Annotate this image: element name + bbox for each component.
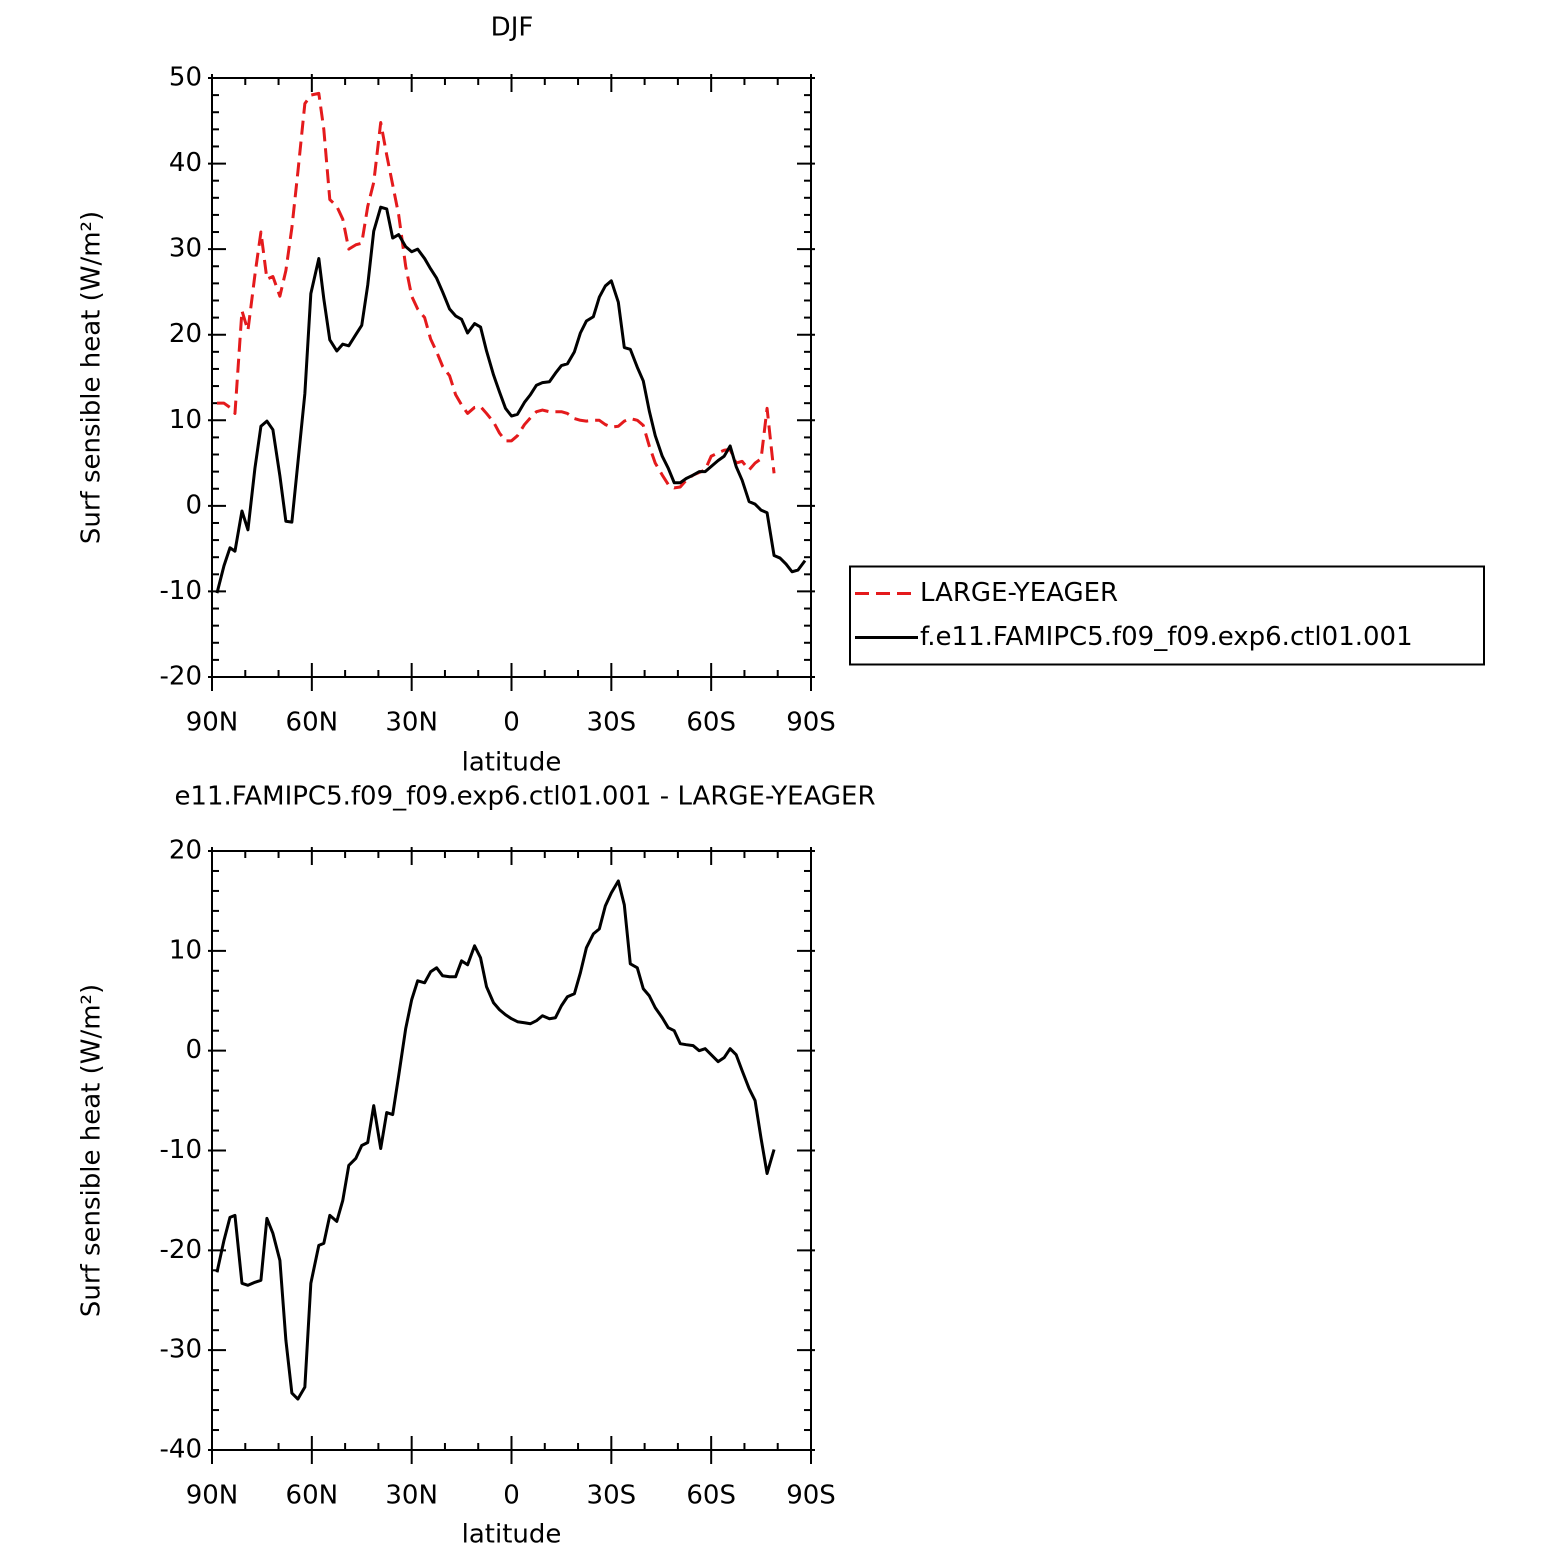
- y-tick-label: -30: [160, 1335, 202, 1365]
- x-tick-label: 90S: [786, 1481, 836, 1511]
- x-tick-label: 90N: [186, 708, 239, 738]
- plot-frame: [211, 77, 812, 678]
- chart-title: e11.FAMIPC5.f09_f09.exp6.ctl01.001 - LAR…: [174, 782, 875, 812]
- legend-box: [849, 565, 1485, 666]
- y-tick-label: -10: [160, 576, 202, 606]
- x-axis-label: latitude: [462, 748, 562, 778]
- y-tick-label: 30: [169, 234, 202, 264]
- y-tick-label: -20: [160, 1235, 202, 1265]
- x-tick-label: 90N: [186, 1481, 239, 1511]
- y-tick-label: 50: [169, 63, 202, 93]
- x-tick-label: 30S: [587, 1481, 637, 1511]
- x-axis-label: latitude: [462, 1520, 562, 1550]
- y-tick-label: 20: [169, 319, 202, 349]
- y-axis-label: Surf sensible heat (W/m²): [77, 984, 107, 1317]
- x-tick-label: 30N: [385, 1481, 438, 1511]
- x-tick-label: 30N: [385, 708, 438, 738]
- y-tick-label: 0: [185, 490, 202, 520]
- y-axis-label: Surf sensible heat (W/m²): [77, 211, 107, 544]
- y-tick-label: 10: [169, 405, 202, 435]
- x-tick-label: 60S: [686, 708, 736, 738]
- x-tick-label: 0: [503, 1481, 520, 1511]
- plot-frame: [211, 850, 812, 1451]
- x-tick-label: 30S: [587, 708, 637, 738]
- x-tick-label: 90S: [786, 708, 836, 738]
- y-tick-label: 0: [185, 1035, 202, 1065]
- x-tick-label: 60S: [686, 1481, 736, 1511]
- y-tick-label: 20: [169, 836, 202, 866]
- y-tick-label: 10: [169, 935, 202, 965]
- x-tick-label: 60N: [286, 1481, 339, 1511]
- data-line: [215, 205, 807, 594]
- data-line: [215, 879, 776, 1401]
- x-tick-label: 60N: [286, 708, 339, 738]
- chart-title: DJF: [491, 13, 534, 43]
- data-line: [216, 91, 776, 490]
- y-tick-label: 40: [169, 148, 202, 178]
- y-tick-label: -40: [160, 1435, 202, 1465]
- legend-label: f.e11.FAMIPC5.f09_f09.exp6.ctl01.001: [920, 622, 1413, 652]
- legend-label: LARGE-YEAGER: [920, 578, 1118, 608]
- x-tick-label: 0: [503, 708, 520, 738]
- y-tick-label: -10: [160, 1135, 202, 1165]
- y-tick-label: -20: [160, 662, 202, 692]
